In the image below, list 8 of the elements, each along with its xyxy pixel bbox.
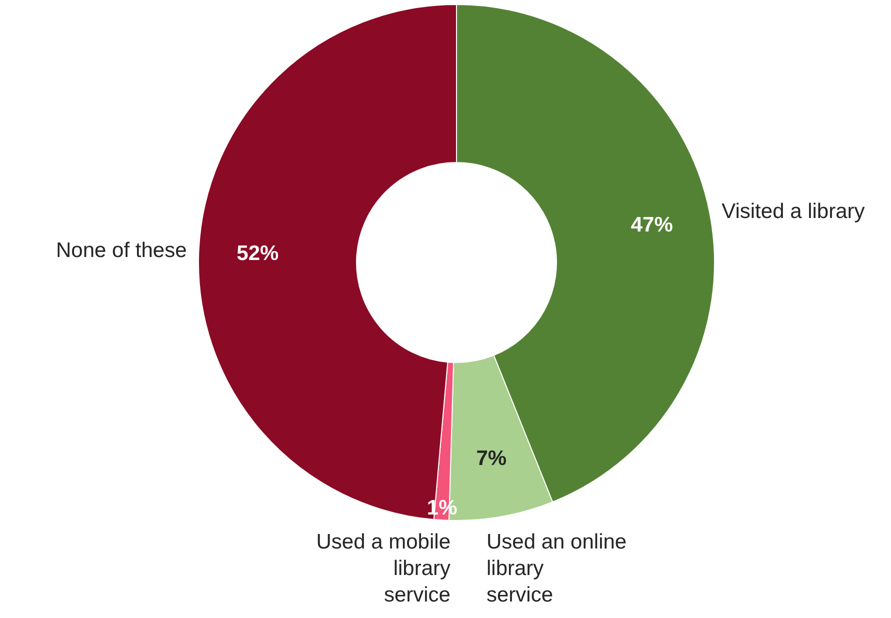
data-label: 7% (476, 446, 507, 470)
slice-label: Used an online library service (486, 530, 627, 606)
data-label: 52% (236, 242, 280, 266)
slice-label: Used a mobile library service (316, 530, 451, 606)
slice-label: Visited a library (722, 200, 866, 223)
slice-label: None of these (56, 239, 187, 262)
data-label: 47% (630, 213, 674, 236)
data-label: 1% (426, 496, 458, 520)
